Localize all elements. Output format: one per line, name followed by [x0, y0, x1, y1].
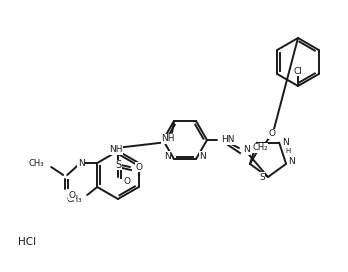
- Text: N: N: [282, 138, 289, 147]
- Text: N: N: [164, 152, 171, 160]
- Text: N: N: [78, 159, 85, 168]
- Text: CH₂: CH₂: [252, 143, 268, 152]
- Text: O: O: [268, 129, 275, 138]
- Text: HN: HN: [221, 135, 235, 144]
- Text: CH₃: CH₃: [67, 194, 82, 203]
- Text: O: O: [123, 177, 130, 186]
- Text: CH₃: CH₃: [29, 159, 44, 168]
- Text: N: N: [199, 152, 206, 160]
- Text: N: N: [243, 146, 250, 154]
- Text: O: O: [68, 190, 75, 199]
- Text: HCl: HCl: [18, 237, 36, 247]
- Text: N: N: [288, 157, 295, 166]
- Text: NH: NH: [109, 146, 123, 154]
- Text: S: S: [259, 172, 265, 181]
- Text: S: S: [115, 160, 121, 170]
- Text: NH: NH: [161, 134, 175, 143]
- Text: O: O: [135, 162, 142, 172]
- Text: H: H: [285, 148, 291, 154]
- Text: Cl: Cl: [294, 66, 302, 76]
